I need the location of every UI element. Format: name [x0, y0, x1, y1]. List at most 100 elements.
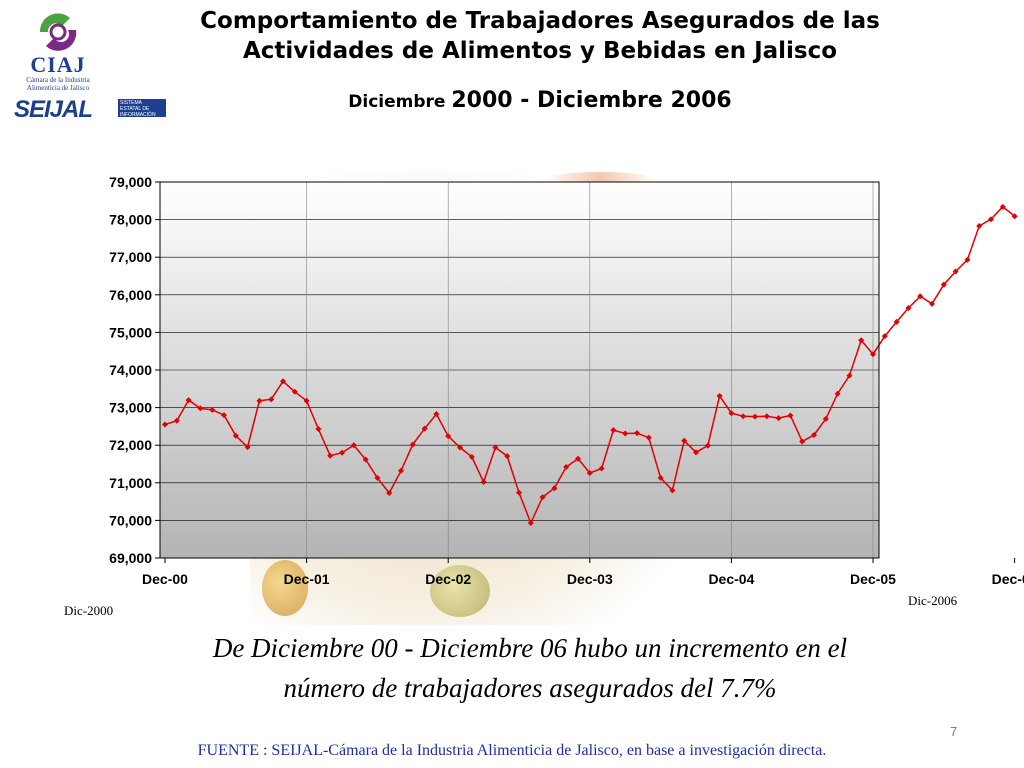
plot-border [159, 181, 880, 559]
data-point [221, 412, 227, 419]
caption-line-2: número de trabajadores asegurados del 7.… [283, 673, 777, 703]
data-point [693, 449, 699, 456]
data-point [940, 281, 947, 288]
title-line-1: Comportamiento de Trabajadores Asegurado… [200, 8, 880, 34]
x-tick-label: Dec-01 [284, 571, 330, 587]
data-point [988, 216, 994, 223]
data-point [787, 412, 794, 419]
background-fruit [262, 560, 308, 616]
data-point [881, 333, 888, 340]
data-point [917, 293, 924, 300]
data-point [551, 485, 558, 492]
y-tick-label: 72,000 [109, 437, 152, 453]
page-subtitle: Diciembre 2000 - Diciembre 2006 [110, 88, 970, 113]
y-tick-label: 77,000 [109, 249, 152, 265]
data-point [858, 337, 865, 344]
subtitle-part-2: 2000 - Diciembre 2006 [451, 88, 732, 113]
y-tick-label: 71,000 [109, 475, 152, 491]
data-point [999, 203, 1006, 210]
ciaj-emblem-icon [39, 13, 77, 51]
x-tick-label: Dec-04 [708, 571, 754, 587]
seijal-logo: SEIJAL SISTEMA ESTATAL DE INFORMACIÓN JA… [14, 96, 166, 124]
y-tick-label: 69,000 [109, 550, 152, 566]
data-point [1011, 213, 1018, 220]
data-point [870, 351, 876, 358]
seijal-logo-tag: SISTEMA ESTATAL DE INFORMACIÓN JALISCO [118, 99, 166, 124]
data-point [386, 489, 393, 496]
data-point [197, 405, 204, 412]
data-point [516, 489, 522, 496]
data-point [822, 415, 829, 422]
data-point [598, 465, 605, 472]
data-point [315, 426, 322, 433]
ciaj-logo: CIAJ Cámara de la Industria Alimenticia … [18, 8, 98, 94]
background-fruit [430, 565, 490, 617]
data-point [846, 372, 853, 379]
data-point [339, 449, 345, 456]
data-point [362, 456, 369, 463]
data-point [634, 430, 640, 437]
data-point [752, 413, 758, 420]
data-point [256, 397, 263, 404]
data-series [162, 203, 1018, 527]
data-point [303, 397, 310, 404]
data-point [563, 464, 570, 471]
data-point [398, 467, 404, 474]
data-point [162, 421, 168, 428]
data-point [445, 433, 452, 440]
data-point [763, 413, 770, 420]
seijal-logo-text: SEIJAL [14, 96, 93, 123]
data-point [280, 378, 286, 385]
data-point [976, 222, 983, 229]
data-point [775, 415, 782, 422]
data-point [681, 437, 688, 444]
start-label: Dic-2000 [64, 603, 114, 618]
page-title: Comportamiento de Trabajadores Asegurado… [110, 6, 970, 66]
data-point [811, 432, 817, 439]
data-point [905, 304, 912, 311]
data-point [268, 396, 275, 403]
data-point [645, 434, 652, 441]
y-tick-label: 73,000 [109, 400, 152, 416]
data-point [740, 413, 747, 420]
data-point [586, 470, 593, 477]
data-point [457, 444, 463, 451]
data-point [575, 455, 581, 462]
data-point [834, 390, 841, 397]
y-tick-label: 75,000 [109, 324, 152, 340]
data-point [527, 520, 534, 527]
y-tick-label: 70,000 [109, 512, 152, 528]
data-point [504, 453, 511, 460]
x-tick-label: Dec-03 [567, 571, 613, 587]
data-point [610, 427, 617, 434]
data-point [539, 494, 546, 501]
ciaj-logo-text: CIAJ [30, 52, 86, 77]
caption-line-1: De Diciembre 00 - Diciembre 06 hubo un i… [212, 633, 848, 663]
ciaj-logo-subtitle: Cámara de la Industria Alimenticia de Ja… [26, 76, 90, 92]
data-point [929, 300, 935, 307]
page-number: 7 [950, 724, 958, 739]
data-point [173, 417, 180, 424]
data-point [952, 268, 959, 275]
x-tick-label: Dec-05 [850, 571, 896, 587]
data-point [669, 487, 676, 494]
data-point [480, 479, 487, 486]
y-tick-label: 79,000 [109, 174, 152, 190]
data-point [433, 410, 440, 417]
title-line-2: Actividades de Alimentos y Bebidas en Ja… [242, 38, 838, 64]
y-tick-label: 76,000 [109, 287, 152, 303]
data-point [244, 444, 251, 451]
end-label: Dic-2006 [908, 593, 958, 608]
data-point [893, 318, 900, 325]
data-point [716, 392, 723, 399]
data-point [492, 444, 499, 451]
tick-labels: 69,000 70,000 71,000 72,000 73,000 74,000 75,0… [109, 174, 1024, 587]
data-point [291, 388, 298, 395]
data-point [964, 256, 971, 263]
data-point [468, 453, 475, 460]
data-point [232, 432, 239, 439]
data-point [657, 474, 664, 481]
x-tick-label: Dec-02 [425, 571, 471, 587]
x-tick-label: Dec-00 [142, 571, 188, 587]
